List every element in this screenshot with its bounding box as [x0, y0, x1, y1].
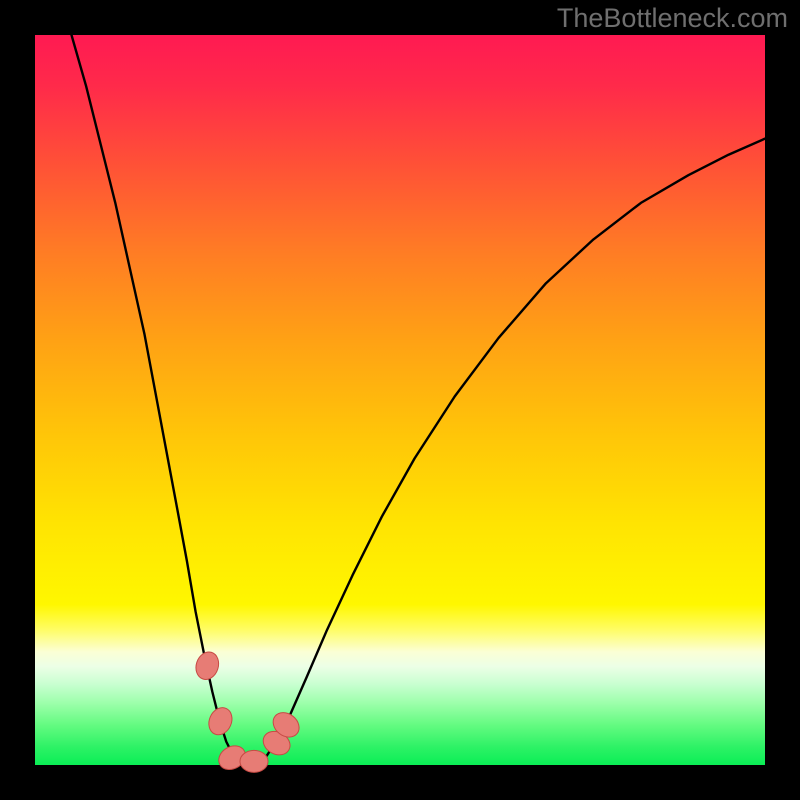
- curve-marker: [192, 649, 222, 682]
- curve-marker: [240, 750, 268, 772]
- watermark-text: TheBottleneck.com: [557, 3, 788, 34]
- curve-layer: [35, 35, 765, 765]
- canvas: TheBottleneck.com: [0, 0, 800, 800]
- bottleneck-curve: [72, 35, 766, 765]
- curve-marker: [205, 704, 236, 739]
- plot-area: [35, 35, 765, 765]
- marker-group: [192, 649, 303, 774]
